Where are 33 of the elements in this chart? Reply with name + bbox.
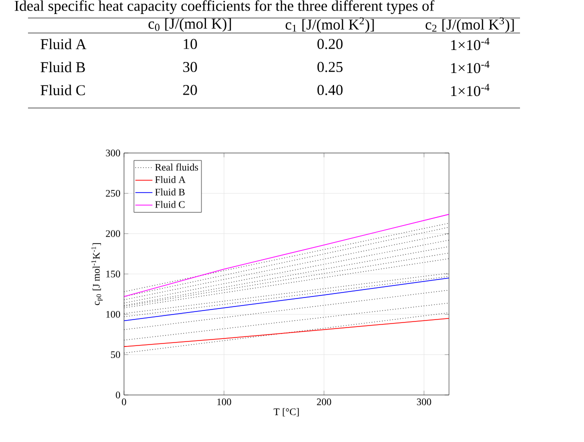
x-tick-label: 0	[122, 398, 126, 406]
y-tick-label: 250	[106, 190, 120, 197]
x-tick-label: 300	[416, 398, 432, 406]
y-tick-label: 200	[106, 230, 120, 238]
text: c$_{1}$ [J/(mol K$^{2}$)]	[286, 17, 374, 33]
text: 1×10$^{-4}$	[451, 60, 490, 74]
y-tick-label: 50	[111, 351, 120, 358]
text: 0.20	[317, 38, 343, 50]
text: c$_{0}$ [J/(mol K)]	[148, 18, 231, 32]
y-tick-label: 0	[116, 392, 120, 398]
text: Fluid B	[40, 62, 85, 72]
x-axis-title: T [°C]	[274, 408, 299, 416]
text: 30	[183, 62, 197, 72]
legend-label: Real fluids	[155, 163, 198, 171]
text: 20	[183, 84, 197, 96]
x-tick-label: 100	[217, 398, 232, 406]
text: Fluid C	[40, 84, 85, 96]
text: 1×10$^{-4}$	[451, 84, 490, 96]
legend-label: Fluid C	[155, 200, 185, 208]
text: Fluid A	[40, 38, 86, 50]
text: 0.25	[317, 62, 343, 72]
y-tick-label: 300	[106, 150, 120, 156]
text: 10	[184, 38, 197, 50]
y-axis-title: c$_{p0}$ [J mol$^{-1}$K$^{-1}$]	[91, 243, 103, 306]
legend-label: Fluid B	[155, 188, 185, 196]
y-tick-label: 150	[106, 270, 120, 278]
y-tick-label: 100	[106, 310, 120, 318]
text: 0.40	[317, 84, 343, 96]
x-tick-label: 200	[316, 398, 332, 406]
legend-label: Fluid A	[155, 176, 186, 184]
text: Ideal specific heat capacity coefficients for the three different types of	[14, 0, 434, 14]
text: 1×10$^{-4}$	[451, 38, 490, 50]
text: c$_{2}$ [J/(mol K$^{3}$)]	[426, 17, 514, 33]
